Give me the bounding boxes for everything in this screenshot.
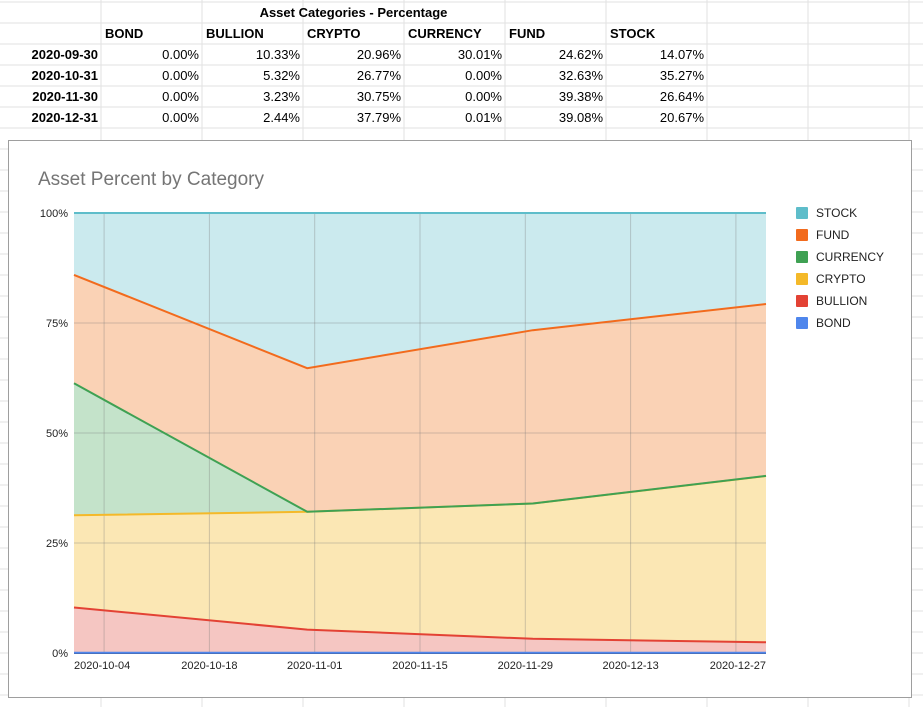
x-tick-label: 2020-11-01: [287, 660, 342, 672]
y-tick-label: 75%: [46, 318, 68, 330]
x-tick-label: 2020-10-04: [74, 660, 130, 672]
y-tick-label: 50%: [46, 428, 68, 440]
legend-item-crypto[interactable]: CRYPTO: [796, 272, 866, 286]
embedded-chart[interactable]: Asset Percent by Category 0% 25% 50% 75% 100…: [8, 140, 912, 698]
legend-item-bullion[interactable]: BULLION: [796, 294, 867, 308]
cell-currency[interactable]: 0.01%: [465, 110, 502, 125]
plot-area: 0% 25% 50% 75% 100% 2020-10-04 2020-10-18 2020-…: [40, 208, 767, 672]
legend-swatch: [796, 251, 808, 263]
column-header-crypto[interactable]: CRYPTO: [307, 26, 361, 41]
legend: STOCK FUND CURRENCY CRYPTO BULLION BOND: [796, 206, 884, 330]
y-tick-label: 0%: [52, 648, 68, 660]
column-header-fund[interactable]: FUND: [509, 26, 546, 41]
column-header-stock[interactable]: STOCK: [610, 26, 656, 41]
legend-label: FUND: [816, 228, 850, 242]
x-tick-label: 2020-10-18: [181, 660, 237, 672]
area-stock[interactable]: [74, 213, 766, 369]
legend-swatch: [796, 295, 808, 307]
cell-bullion[interactable]: 10.33%: [255, 47, 300, 62]
legend-swatch: [796, 207, 808, 219]
legend-label: STOCK: [816, 206, 857, 220]
row-date[interactable]: 2020-09-30: [31, 47, 99, 62]
cell-fund[interactable]: 39.38%: [558, 89, 603, 104]
cell-bond[interactable]: 0.00%: [162, 68, 199, 83]
x-tick-label: 2020-11-15: [392, 660, 447, 672]
column-header-bullion[interactable]: BULLION: [206, 26, 264, 41]
y-tick-label: 100%: [40, 208, 68, 220]
x-tick-label: 2020-11-29: [498, 660, 553, 672]
legend-label: CRYPTO: [816, 272, 866, 286]
y-tick-label: 25%: [46, 538, 68, 550]
x-tick-label: 2020-12-13: [602, 660, 658, 672]
cell-fund[interactable]: 39.08%: [558, 110, 603, 125]
cell-crypto[interactable]: 26.77%: [356, 68, 401, 83]
column-header-bond[interactable]: BOND: [105, 26, 144, 41]
legend-swatch: [796, 317, 808, 329]
cell-fund[interactable]: 24.62%: [558, 47, 603, 62]
row-date[interactable]: 2020-11-30: [32, 89, 98, 104]
cell-crypto[interactable]: 30.75%: [356, 89, 401, 104]
x-tick-label: 2020-12-27: [710, 660, 766, 672]
cell-stock[interactable]: 14.07%: [659, 47, 704, 62]
legend-swatch: [796, 273, 808, 285]
cell-stock[interactable]: 35.27%: [659, 68, 704, 83]
line-currency[interactable]: [73, 382, 767, 513]
cell-crypto[interactable]: 37.79%: [356, 110, 401, 125]
cell-currency[interactable]: 0.00%: [465, 89, 502, 104]
cell-crypto[interactable]: 20.96%: [356, 47, 401, 62]
cell-bullion[interactable]: 5.32%: [263, 68, 300, 83]
area-crypto[interactable]: [74, 476, 766, 643]
row-date[interactable]: 2020-10-31: [31, 68, 99, 83]
cell-bullion[interactable]: 3.23%: [263, 89, 300, 104]
area-bullion[interactable]: [74, 607, 766, 654]
legend-label: BULLION: [816, 294, 867, 308]
row-date[interactable]: 2020-12-31: [31, 110, 99, 125]
line-fund[interactable]: [73, 273, 767, 370]
cell-stock[interactable]: 26.64%: [659, 89, 704, 104]
cell-bond[interactable]: 0.00%: [162, 110, 199, 125]
legend-label: BOND: [816, 316, 851, 330]
line-bullion[interactable]: [73, 606, 767, 644]
cell-bond[interactable]: 0.00%: [162, 47, 199, 62]
cell-stock[interactable]: 20.67%: [659, 110, 704, 125]
cell-currency[interactable]: 30.01%: [457, 47, 502, 62]
chart-title: Asset Percent by Category: [38, 169, 264, 190]
table-title[interactable]: Asset Categories - Percentage: [259, 5, 448, 20]
cell-bullion[interactable]: 2.44%: [263, 110, 300, 125]
area-fund[interactable]: [74, 274, 766, 512]
legend-label: CURRENCY: [816, 250, 884, 264]
column-header-currency[interactable]: CURRENCY: [408, 26, 482, 41]
cell-currency[interactable]: 0.00%: [465, 68, 502, 83]
area-currency[interactable]: [74, 383, 766, 516]
chart-canvas: Asset Percent by Category 0% 25% 50% 75% 100…: [38, 169, 884, 672]
legend-swatch: [796, 229, 808, 241]
cell-bond[interactable]: 0.00%: [162, 89, 199, 104]
legend-item-currency[interactable]: CURRENCY: [796, 250, 884, 264]
legend-item-fund[interactable]: FUND: [796, 228, 850, 242]
legend-item-stock[interactable]: STOCK: [796, 206, 857, 220]
cell-fund[interactable]: 32.63%: [558, 68, 603, 83]
legend-item-bond[interactable]: BOND: [796, 316, 851, 330]
